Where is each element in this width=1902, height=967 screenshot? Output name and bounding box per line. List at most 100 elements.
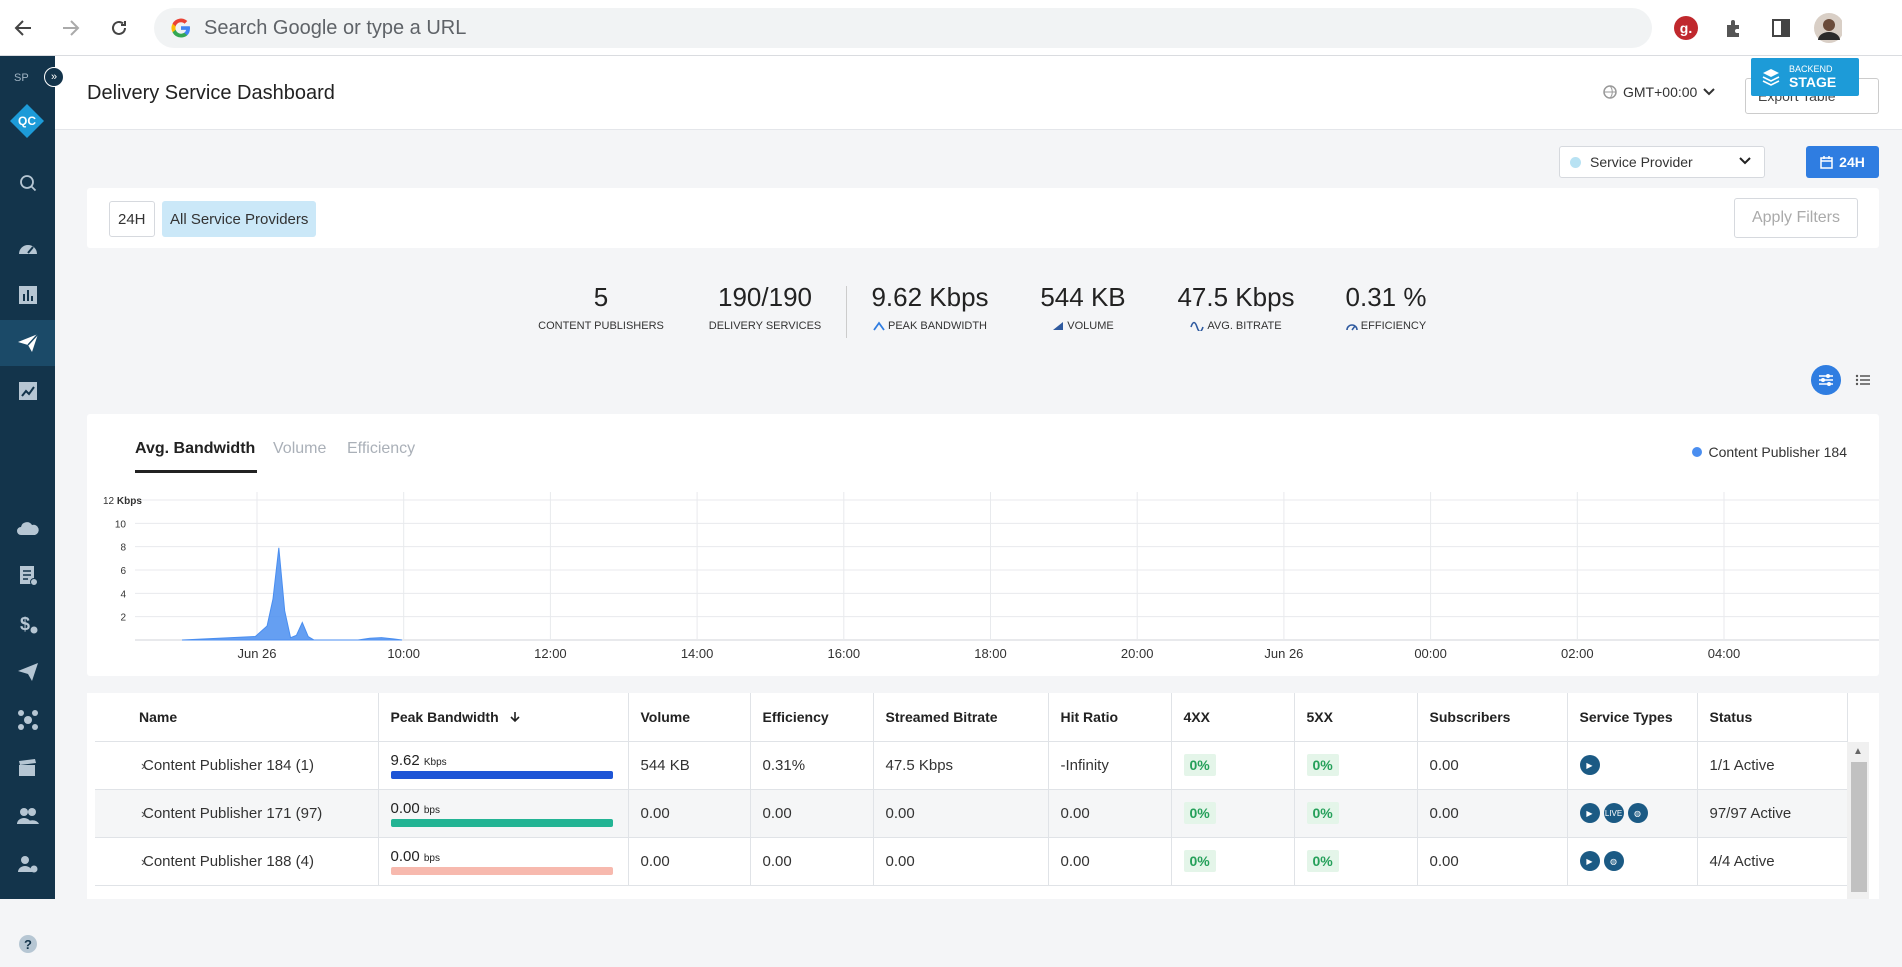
document-gear-icon[interactable]: [0, 553, 55, 599]
workspace-label: SP: [14, 72, 29, 84]
cell-service-types: ▶: [1567, 741, 1698, 790]
time-range-label: 24H: [1839, 154, 1865, 170]
tab-volume[interactable]: Volume: [273, 440, 327, 457]
scrollbar-thumb[interactable]: [1851, 762, 1867, 892]
col-header-streamed-bitrate[interactable]: Streamed Bitrate: [873, 693, 1049, 742]
play-icon[interactable]: ▶: [1579, 755, 1600, 775]
publisher-name[interactable]: Content Publisher 171 (97): [143, 804, 323, 822]
col-header-name[interactable]: Name: [95, 693, 379, 742]
cell-5xx: 0%: [1294, 837, 1418, 886]
4xx-badge: 0%: [1183, 802, 1216, 824]
col-header-hit-ratio[interactable]: Hit Ratio: [1048, 693, 1172, 742]
series-area: [181, 547, 403, 641]
tab-efficiency[interactable]: Efficiency: [347, 440, 416, 457]
kpi-label: CONTENT PUBLISHERS: [538, 320, 664, 332]
grammarly-icon[interactable]: g.: [1672, 14, 1700, 42]
legend-swatch: [1692, 447, 1703, 457]
help-icon[interactable]: ?: [0, 921, 55, 967]
cell-name: › Content Publisher 171 (97): [95, 789, 379, 838]
table-scrollbar[interactable]: ▲: [1847, 742, 1869, 899]
service-provider-select[interactable]: Service Provider: [1559, 146, 1765, 178]
col-header-4xx[interactable]: 4XX: [1171, 693, 1295, 742]
profile-avatar[interactable]: [1814, 13, 1842, 43]
bar-chart-icon[interactable]: [0, 272, 55, 318]
globe-icon[interactable]: ◍: [1603, 851, 1624, 871]
table-row[interactable]: › Content Publisher 171 (97) 0.00 bps 0.00 0…: [95, 789, 1848, 838]
backend-stage-badge: BACKEND STAGE: [1751, 58, 1859, 96]
col-header-efficiency[interactable]: Efficiency: [750, 693, 874, 742]
apply-filters-button[interactable]: Apply Filters: [1734, 198, 1858, 238]
bandwidth-chart: 12 Kbps 10 8 6 4 2 Jun 26 10:00 12:00 14:00 16:00 1…: [103, 492, 1879, 661]
cloud-gear-icon[interactable]: [0, 505, 55, 551]
kpi-value: 9.62 Kbps: [871, 282, 989, 312]
network-icon[interactable]: [0, 697, 55, 743]
forward-icon[interactable]: [56, 13, 86, 43]
table-header-row: Name Peak Bandwidth Volume Efficiency St…: [95, 693, 1848, 742]
globe-icon[interactable]: ◍: [1627, 803, 1648, 823]
omnibox[interactable]: Search Google or type a URL: [154, 8, 1652, 48]
play-icon[interactable]: ▶: [1579, 851, 1600, 871]
col-header-5xx[interactable]: 5XX: [1294, 693, 1418, 742]
chevron-right-icon[interactable]: ›: [141, 853, 146, 869]
side-panel-icon[interactable]: [1767, 14, 1795, 42]
table-row[interactable]: › Content Publisher 188 (4) 0.00 bps 0.00 0.…: [95, 837, 1848, 886]
paper-plane-icon[interactable]: [0, 320, 55, 366]
x-tick-label: Jun 26: [1264, 646, 1303, 661]
line-chart-icon[interactable]: [0, 368, 55, 414]
cell-5xx: 0%: [1294, 741, 1418, 790]
chart-legend[interactable]: Content Publisher 184: [1692, 444, 1847, 460]
back-icon[interactable]: [8, 13, 38, 43]
search-icon[interactable]: [0, 160, 55, 206]
user-gear-icon[interactable]: [0, 841, 55, 887]
peak-bandwidth-bar: [390, 770, 613, 779]
peak-value: 0.00: [390, 799, 420, 817]
col-header-subscribers[interactable]: Subscribers: [1417, 693, 1568, 742]
chart-view-toggle[interactable]: [1811, 365, 1841, 395]
y-tick-label: 6: [120, 566, 126, 577]
table-row[interactable]: › Content Publisher 184 (1) 9.62 Kbps 544 K…: [95, 741, 1848, 790]
time-range-button[interactable]: 24H: [1806, 146, 1879, 178]
filter-chip-time[interactable]: 24H: [109, 201, 155, 237]
cell-service-types: ▶ ◍: [1567, 837, 1698, 886]
play-icon[interactable]: ▶: [1579, 803, 1600, 823]
dollar-gear-icon[interactable]: $: [0, 601, 55, 647]
cell-status: 1/1 Active: [1697, 741, 1848, 790]
gauge-icon[interactable]: [0, 224, 55, 270]
filter-chip-provider[interactable]: All Service Providers: [162, 201, 317, 237]
users-gear-icon[interactable]: [0, 793, 55, 839]
cell-volume: 544 KB: [628, 741, 751, 790]
plane-gear-icon[interactable]: [0, 649, 55, 695]
peak-icon: [873, 321, 885, 331]
reload-icon[interactable]: [104, 13, 134, 43]
publisher-name[interactable]: Content Publisher 188 (4): [143, 852, 314, 870]
brand-logo[interactable]: QC: [8, 102, 46, 140]
chevron-right-icon[interactable]: ›: [141, 757, 146, 773]
cell-name: › Content Publisher 184 (1): [95, 741, 379, 790]
cell-efficiency: 0.31%: [750, 741, 874, 790]
tab-avg-bandwidth[interactable]: Avg. Bandwidth: [135, 440, 256, 457]
active-tab-indicator: [135, 470, 257, 473]
cell-peak-bandwidth: 0.00 bps: [378, 837, 629, 886]
cell-hit-ratio: 0.00: [1048, 789, 1172, 838]
timezone-label: GMT+00:00: [1623, 84, 1698, 100]
chevron-right-icon[interactable]: ›: [141, 805, 146, 821]
omnibox-placeholder: Search Google or type a URL: [204, 16, 467, 39]
kpi-divider: [846, 286, 847, 338]
x-tick-label: 14:00: [681, 646, 714, 661]
list-view-toggle[interactable]: [1848, 365, 1878, 395]
col-header-peak-bandwidth[interactable]: Peak Bandwidth: [378, 693, 629, 742]
svg-text:$: $: [20, 614, 30, 634]
col-header-status[interactable]: Status: [1697, 693, 1848, 742]
service-provider-label: Service Provider: [1590, 154, 1693, 170]
extensions-icon[interactable]: [1720, 14, 1748, 42]
kpi-volume: 544 KB VOLUME: [1022, 282, 1144, 332]
timezone-selector[interactable]: GMT+00:00: [1603, 84, 1716, 100]
live-icon[interactable]: LIVE: [1603, 803, 1624, 823]
publisher-name[interactable]: Content Publisher 184 (1): [143, 756, 314, 774]
col-header-volume[interactable]: Volume: [628, 693, 751, 742]
col-header-service-types[interactable]: Service Types: [1567, 693, 1698, 742]
double-chevron-right-icon[interactable]: »: [44, 67, 64, 87]
gauge-small-icon: [1345, 324, 1358, 331]
clapper-gear-icon[interactable]: [0, 745, 55, 791]
scroll-up-icon[interactable]: ▲: [1853, 746, 1863, 757]
